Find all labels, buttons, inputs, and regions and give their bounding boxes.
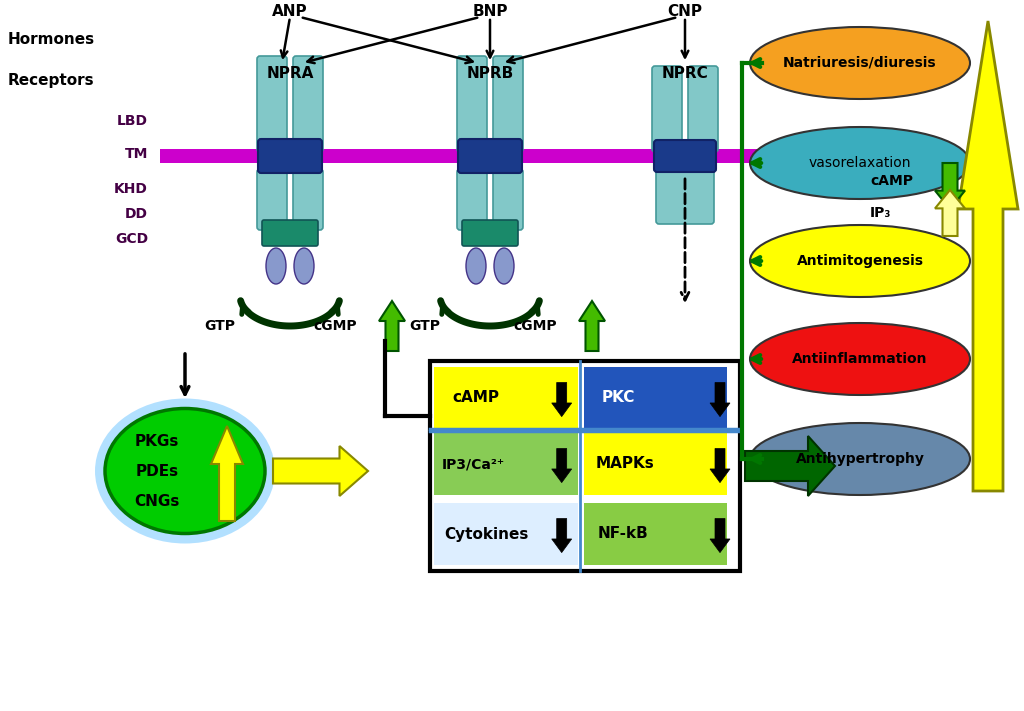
FancyBboxPatch shape <box>652 66 682 152</box>
Bar <box>584 503 727 565</box>
Text: vasorelaxation: vasorelaxation <box>809 156 911 170</box>
Text: MAPKs: MAPKs <box>596 456 654 471</box>
Text: cGMP: cGMP <box>313 319 356 333</box>
FancyBboxPatch shape <box>457 56 487 152</box>
Ellipse shape <box>750 423 970 495</box>
Bar <box>434 503 578 565</box>
Text: IP3/Ca²⁺: IP3/Ca²⁺ <box>442 457 505 471</box>
Polygon shape <box>273 446 368 496</box>
Polygon shape <box>579 301 605 351</box>
Text: GTP: GTP <box>410 319 440 333</box>
Ellipse shape <box>294 248 314 284</box>
Text: ANP: ANP <box>272 4 308 18</box>
Text: Cytokines: Cytokines <box>444 527 528 542</box>
Text: BNP: BNP <box>472 4 508 18</box>
Polygon shape <box>745 436 835 496</box>
Bar <box>584 367 727 429</box>
Polygon shape <box>958 21 1018 491</box>
Text: TM: TM <box>125 147 148 161</box>
Text: NPRC: NPRC <box>662 67 709 82</box>
Bar <box>584 433 727 495</box>
Text: Antihypertrophy: Antihypertrophy <box>796 452 925 466</box>
FancyBboxPatch shape <box>257 56 287 152</box>
Polygon shape <box>552 449 571 483</box>
Polygon shape <box>935 163 965 209</box>
Bar <box>430 361 740 571</box>
Text: PKC: PKC <box>602 390 635 405</box>
Polygon shape <box>552 383 571 417</box>
Ellipse shape <box>750 127 970 199</box>
Ellipse shape <box>266 248 286 284</box>
Text: CNP: CNP <box>668 4 702 18</box>
Text: LBD: LBD <box>117 114 148 128</box>
Text: KHD: KHD <box>114 182 148 196</box>
Polygon shape <box>710 449 730 483</box>
Text: DD: DD <box>125 207 148 221</box>
Text: GTP: GTP <box>205 319 236 333</box>
Text: Antiinflammation: Antiinflammation <box>793 352 928 366</box>
FancyBboxPatch shape <box>458 139 522 173</box>
Text: Natriuresis/diuresis: Natriuresis/diuresis <box>783 56 937 70</box>
FancyBboxPatch shape <box>654 140 716 172</box>
Text: NPRA: NPRA <box>266 67 313 82</box>
Bar <box>434 367 578 429</box>
FancyBboxPatch shape <box>293 56 323 152</box>
Text: cAMP: cAMP <box>452 390 499 405</box>
Ellipse shape <box>494 248 514 284</box>
FancyBboxPatch shape <box>258 139 322 173</box>
Text: CNGs: CNGs <box>134 493 179 508</box>
FancyBboxPatch shape <box>688 66 718 152</box>
FancyBboxPatch shape <box>462 220 518 246</box>
Ellipse shape <box>95 398 275 543</box>
Ellipse shape <box>750 323 970 395</box>
FancyBboxPatch shape <box>262 220 318 246</box>
Polygon shape <box>935 190 965 236</box>
Polygon shape <box>710 383 730 417</box>
Bar <box>160 149 880 163</box>
Text: NF-kB: NF-kB <box>598 527 648 542</box>
Text: GCD: GCD <box>115 232 148 246</box>
Text: PDEs: PDEs <box>135 464 178 479</box>
Polygon shape <box>710 518 730 552</box>
Bar <box>434 433 578 495</box>
Text: Receptors: Receptors <box>8 73 94 88</box>
Text: Antimitogenesis: Antimitogenesis <box>797 254 924 268</box>
Text: cAMP: cAMP <box>870 174 913 188</box>
Polygon shape <box>552 518 571 552</box>
Text: NPRB: NPRB <box>466 67 514 82</box>
Ellipse shape <box>105 409 265 533</box>
Text: IP₃: IP₃ <box>870 206 891 220</box>
Text: cGMP: cGMP <box>513 319 557 333</box>
FancyBboxPatch shape <box>493 56 523 152</box>
FancyBboxPatch shape <box>293 169 323 230</box>
FancyBboxPatch shape <box>493 169 523 230</box>
Polygon shape <box>379 301 406 351</box>
FancyBboxPatch shape <box>257 169 287 230</box>
Text: PKGs: PKGs <box>135 434 179 449</box>
Ellipse shape <box>750 27 970 99</box>
Polygon shape <box>211 426 243 521</box>
Ellipse shape <box>750 225 970 297</box>
FancyBboxPatch shape <box>656 168 714 224</box>
Text: Hormones: Hormones <box>8 31 95 46</box>
FancyBboxPatch shape <box>457 169 487 230</box>
Ellipse shape <box>466 248 486 284</box>
